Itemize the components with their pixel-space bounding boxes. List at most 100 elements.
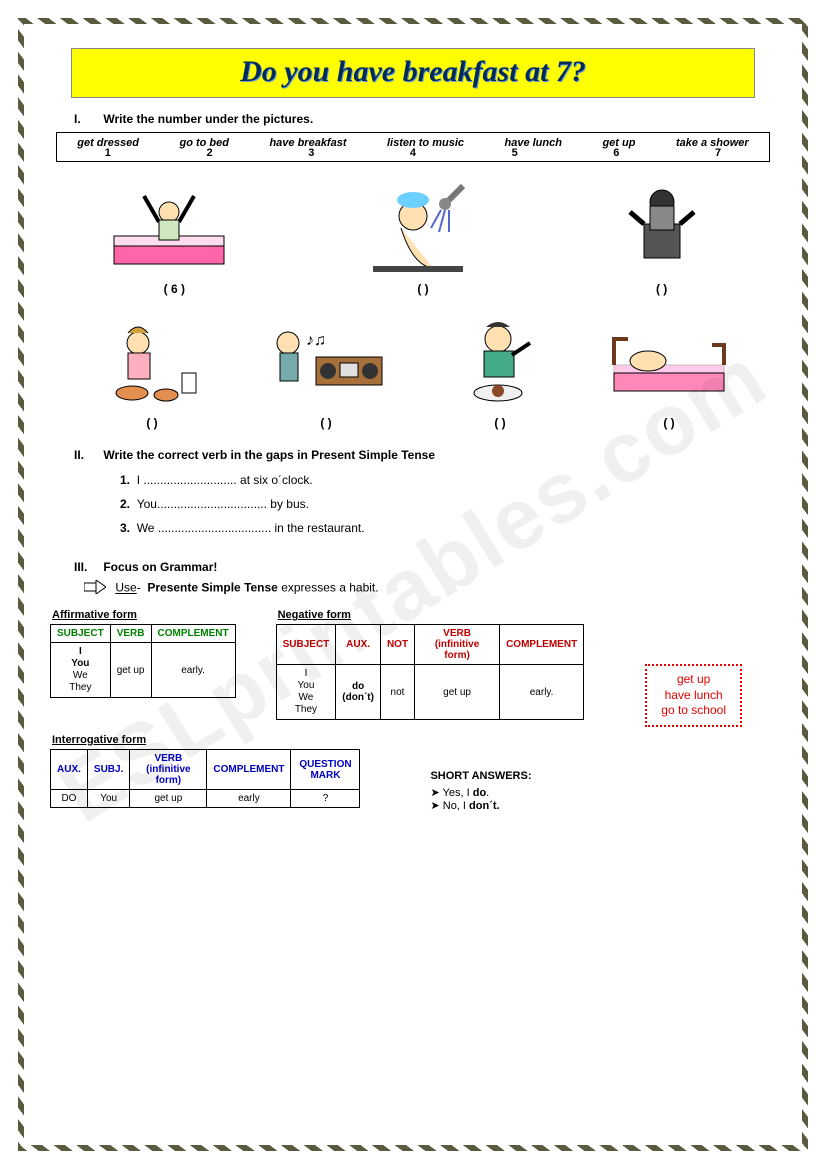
verb-option: have lunch — [661, 688, 726, 704]
section-1-roman: I. — [74, 112, 100, 126]
affirmative-block: Affirmative form SUBJECT VERB COMPLEMENT… — [50, 605, 236, 720]
section-1-title: Write the number under the pictures. — [103, 112, 313, 126]
th-verb: VERB (infinitive form) — [130, 750, 207, 790]
interrogative-title: Interrogative form — [52, 734, 360, 746]
th-aux: AUX. — [51, 750, 88, 790]
wordbank-num: 3 — [308, 147, 314, 159]
grammar-use-note: Use- Presente Simple Tense expresses a h… — [110, 580, 776, 597]
wordbank-num: 1 — [105, 147, 111, 159]
picture-getup: ( 6 ) — [104, 176, 244, 296]
picture-shower: ( ) — [353, 176, 493, 296]
picture-label[interactable]: ( ) — [604, 416, 734, 430]
title-banner: Do you have breakfast at 7? — [71, 48, 755, 98]
bed-icon — [604, 315, 734, 405]
picture-row-1: ( 6 ) ( ) — [50, 176, 776, 296]
th-complement: COMPLEMENT — [151, 625, 235, 643]
short-answer-no: No, I don´t. — [430, 799, 531, 812]
word-bank: get dressed go to bed have breakfast lis… — [56, 132, 770, 162]
aff-subject: I You We They — [51, 643, 111, 698]
short-answer-yes: Yes, I do. — [430, 786, 531, 799]
fill-in-item[interactable]: 1. I ............................ at six… — [120, 468, 776, 492]
decorative-border: ESLprintables.com Do you have breakfast … — [18, 18, 808, 1151]
section-1-heading: I. Write the number under the pictures. — [100, 112, 776, 126]
th-qmark: QUESTION MARK — [291, 750, 360, 790]
shower-icon — [353, 176, 493, 276]
wordbank-num: 5 — [512, 147, 518, 159]
picture-label[interactable]: ( ) — [92, 416, 212, 430]
interrogative-block: Interrogative form AUX. SUBJ. VERB (infi… — [50, 730, 360, 812]
aff-complement: early. — [151, 643, 235, 698]
short-answers: SHORT ANSWERS: Yes, I do. No, I don´t. — [430, 770, 531, 812]
use-rest: expresses a habit. — [281, 581, 378, 595]
getup-icon — [104, 176, 244, 276]
wordbank-num: 4 — [410, 147, 416, 159]
wordbank-item: listen to music — [387, 137, 464, 149]
section-3-title: Focus on Grammar! — [103, 560, 217, 574]
negative-title: Negative form — [278, 609, 585, 621]
negative-block: Negative form SUBJECT AUX. NOT VERB (inf… — [276, 605, 585, 720]
wordbank-item: go to bed — [179, 137, 229, 149]
interrogative-table: AUX. SUBJ. VERB (infinitive form) COMPLE… — [50, 749, 360, 808]
verb-option: go to school — [661, 703, 726, 719]
use-label: Use — [115, 581, 136, 595]
picture-label[interactable]: ( ) — [602, 282, 722, 296]
wordbank-num: 6 — [613, 147, 619, 159]
picture-music: ♪♫ ( ) — [256, 310, 396, 430]
th-subj: SUBJ. — [87, 750, 129, 790]
neg-verb: get up — [415, 665, 500, 720]
th-subject: SUBJECT — [51, 625, 111, 643]
svg-text:♪♫: ♪♫ — [306, 332, 326, 349]
page-title: Do you have breakfast at 7? — [240, 55, 586, 88]
verb-option: get up — [661, 672, 726, 688]
picture-label[interactable]: ( ) — [353, 282, 493, 296]
intr-aux: DO — [51, 790, 88, 808]
page: ESLprintables.com Do you have breakfast … — [0, 0, 826, 1169]
section-2-roman: II. — [74, 448, 100, 462]
fill-in-item[interactable]: 3. We ..................................… — [120, 516, 776, 540]
section-3-heading: III. Focus on Grammar! — [100, 560, 776, 574]
th-verb: VERB — [110, 625, 151, 643]
th-subject: SUBJECT — [276, 625, 336, 665]
neg-subject: I You We They — [276, 665, 336, 720]
picture-label[interactable]: ( ) — [256, 416, 396, 430]
section-2-title: Write the correct verb in the gaps in Pr… — [103, 448, 435, 462]
short-answers-title: SHORT ANSWERS: — [430, 770, 531, 782]
breakfast-icon — [92, 315, 212, 405]
music-icon: ♪♫ — [256, 315, 396, 405]
th-complement: COMPLEMENT — [500, 625, 584, 665]
use-tense: Presente Simple Tense — [147, 581, 278, 595]
intr-verb: get up — [130, 790, 207, 808]
fill-in-list: 1. I ............................ at six… — [120, 468, 776, 540]
picture-label[interactable]: ( ) — [440, 416, 560, 430]
affirmative-table: SUBJECT VERB COMPLEMENT I You We They ge… — [50, 624, 236, 698]
negative-table: SUBJECT AUX. NOT VERB (infinitive form) … — [276, 624, 585, 720]
verb-options-box: get up have lunch go to school — [645, 664, 742, 727]
dressed-icon — [602, 176, 722, 276]
arrow-right-icon — [84, 580, 106, 597]
section-2-heading: II. Write the correct verb in the gaps i… — [100, 448, 776, 462]
picture-breakfast: ( ) — [92, 310, 212, 430]
wordbank-num: 2 — [206, 147, 212, 159]
neg-aux: do (don´t) — [336, 665, 381, 720]
neg-complement: early. — [500, 665, 584, 720]
aff-verb: get up — [110, 643, 151, 698]
intr-qmark: ? — [291, 790, 360, 808]
picture-label[interactable]: ( 6 ) — [104, 282, 244, 296]
picture-lunch: ( ) — [440, 310, 560, 430]
affirmative-title: Affirmative form — [52, 609, 236, 621]
neg-not: not — [380, 665, 414, 720]
wordbank-num: 7 — [715, 147, 721, 159]
wordbank-item: take a shower — [676, 137, 749, 149]
lunch-icon — [440, 315, 560, 405]
th-complement: COMPLEMENT — [207, 750, 291, 790]
word-bank-numbers: 1 2 3 4 5 6 7 — [57, 147, 769, 159]
th-verb: VERB (infinitive form) — [415, 625, 500, 665]
intr-subj: You — [87, 790, 129, 808]
th-aux: AUX. — [336, 625, 381, 665]
picture-bed: ( ) — [604, 310, 734, 430]
th-not: NOT — [380, 625, 414, 665]
fill-in-item[interactable]: 2. You................................. … — [120, 492, 776, 516]
intr-complement: early — [207, 790, 291, 808]
section-3-roman: III. — [74, 560, 100, 574]
picture-row-2: ( ) ♪♫ ( ) — [50, 310, 776, 430]
